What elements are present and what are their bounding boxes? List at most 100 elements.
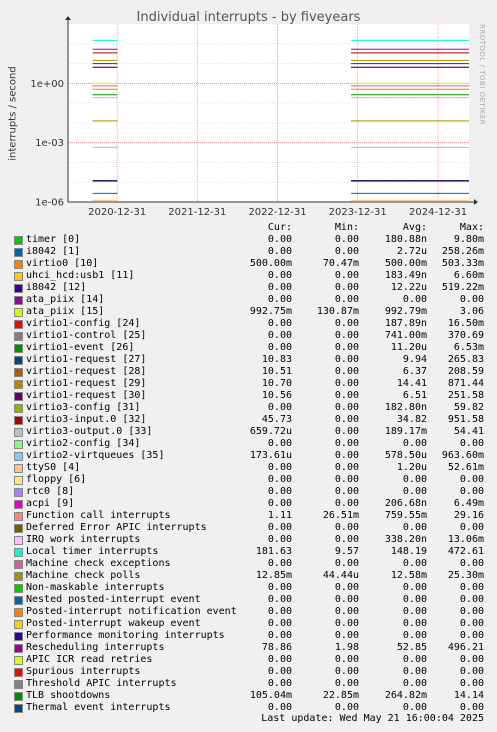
legend-swatch	[14, 356, 23, 365]
legend-row: virtio0 [10] 500.00m 70.47m 500.00m 503.33m	[14, 258, 494, 270]
plot-background	[68, 24, 469, 202]
legend-max-value: 0.00	[459, 630, 484, 641]
legend-avg-value: 0.00	[402, 558, 427, 569]
legend-avg-value: 0.00	[402, 618, 427, 629]
legend-cur-value: 0.00	[267, 618, 292, 629]
legend-min-value: 0.00	[334, 702, 359, 713]
legend-series-name: virtio2-virtqueues [35]	[26, 450, 165, 461]
legend-avg-value: 0.00	[402, 582, 427, 593]
legend-max-value: 208.59	[447, 366, 484, 377]
legend-series-name: TLB shootdowns	[26, 690, 111, 701]
legend-cur-value: 0.00	[267, 666, 292, 677]
legend-avg-value: 206.68n	[384, 498, 427, 509]
legend-cur-value: 0.00	[267, 438, 292, 449]
legend-max-value: 6.49m	[453, 498, 484, 509]
legend-cur-value: 105.04m	[249, 690, 292, 701]
legend-row: uhci_hcd:usb1 [11] 0.00 0.00 183.49n 6.60m	[14, 270, 494, 282]
legend-row: timer [0] 0.00 0.00 180.88n 9.80m	[14, 234, 494, 246]
legend-min-value: 0.00	[334, 498, 359, 509]
legend-series-name: i8042 [1]	[26, 246, 81, 257]
y-tick-label: 1e-03	[35, 138, 64, 149]
legend-avg-value: 34.82	[396, 414, 427, 425]
legend-max-value: 0.00	[459, 594, 484, 605]
legend-cur-value: 0.00	[267, 246, 292, 257]
legend-cur-value: 45.73	[261, 414, 292, 425]
legend-max-value: 0.00	[459, 474, 484, 485]
legend-swatch	[14, 452, 23, 461]
legend-cur-value: 0.00	[267, 342, 292, 353]
x-tick-label: 2024-12-31	[409, 207, 467, 218]
rrdtool-credit: RRDTOOL / TOBI OETIKER	[478, 24, 486, 126]
legend-swatch	[14, 308, 23, 317]
legend-min-value: 0.00	[334, 474, 359, 485]
legend-avg-value: 52.85	[396, 642, 427, 653]
legend-cur-value: 0.00	[267, 594, 292, 605]
legend-cur-value: 0.00	[267, 294, 292, 305]
legend-max-value: 3.06	[459, 306, 484, 317]
legend-cur-value: 0.00	[267, 330, 292, 341]
legend-series-name: virtio1-event [26]	[26, 342, 135, 353]
legend-max-value: 265.83	[447, 354, 484, 365]
legend-row: Posted-interrupt wakeup event 0.00 0.00 0.0…	[14, 618, 494, 630]
y-axis-arrow	[65, 16, 71, 20]
legend-series-name: Posted-interrupt wakeup event	[26, 618, 201, 629]
legend-max-value: 951.58	[447, 414, 484, 425]
legend-min-value: 0.00	[334, 630, 359, 641]
legend-swatch	[14, 704, 23, 713]
legend-swatch	[14, 584, 23, 593]
legend-series-name: floppy [6]	[26, 474, 87, 485]
legend-cur-value: 0.00	[267, 282, 292, 293]
plot-area: 1e-06 1e-03 1e+00 2020-12-31 2021-12-31 2022-…	[30, 16, 478, 218]
legend-swatch	[14, 560, 23, 569]
legend-cur-value: 0.00	[267, 234, 292, 245]
legend-row: Spurious interrupts 0.00 0.00 0.00 0.00	[14, 666, 494, 678]
legend-cur-value: 0.00	[267, 462, 292, 473]
legend-min-value: 0.00	[334, 594, 359, 605]
legend-avg-value: 180.88n	[384, 234, 427, 245]
legend-row: Local timer interrupts 181.63 9.57 148.19 47…	[14, 546, 494, 558]
legend-swatch	[14, 464, 23, 473]
legend-max-value: 472.61	[447, 546, 484, 557]
legend-avg-value: 0.00	[402, 666, 427, 677]
legend-swatch	[14, 404, 23, 413]
legend-avg-value: 0.00	[402, 594, 427, 605]
legend-series-name: virtio1-config [24]	[26, 318, 141, 329]
legend-cur-value: 10.70	[261, 378, 292, 389]
legend-swatch	[14, 272, 23, 281]
legend-max-value: 0.00	[459, 702, 484, 713]
legend-avg-value: 12.22u	[390, 282, 427, 293]
legend-cur-value: 659.72u	[249, 426, 292, 437]
legend-min-value: 0.00	[334, 282, 359, 293]
legend-min-value: 0.00	[334, 462, 359, 473]
legend-min-value: 0.00	[334, 402, 359, 413]
legend-max-value: 0.00	[459, 666, 484, 677]
chart-title: Individual interrupts - by fiveyears	[136, 10, 361, 25]
legend-series-name: Deferred Error APIC interrupts	[26, 522, 207, 533]
legend-avg-value: 0.00	[402, 606, 427, 617]
legend-swatch	[14, 608, 23, 617]
legend-cur-value: 0.00	[267, 474, 292, 485]
legend-avg-value: 183.49n	[384, 270, 427, 281]
legend-min-value: 0.00	[334, 666, 359, 677]
legend-row: Performance monitoring interrupts 0.00 0.0…	[14, 630, 494, 642]
legend-swatch	[14, 680, 23, 689]
legend-min-value: 0.00	[334, 294, 359, 305]
legend-cur-value: 10.83	[261, 354, 292, 365]
legend-cur-value: 0.00	[267, 606, 292, 617]
legend-avg-value: 0.00	[402, 678, 427, 689]
legend-cur-value: 0.00	[267, 534, 292, 545]
legend-min-value: 0.00	[334, 270, 359, 281]
legend-row: Machine check polls 12.85m 44.44u 12.58m 25.…	[14, 570, 494, 582]
legend-series-name: Rescheduling interrupts	[26, 642, 165, 653]
legend-row: Function call interrupts 1.11 26.51m 759.55…	[14, 510, 494, 522]
legend-cur-value: 0.00	[267, 270, 292, 281]
legend-series-name: IRQ work interrupts	[26, 534, 141, 545]
legend-avg-value: 578.50u	[384, 450, 427, 461]
legend-row: virtio3-config [31] 0.00 0.00 182.80n 59.82	[14, 402, 494, 414]
legend-row: i8042 [12] 0.00 0.00 12.22u 519.22m	[14, 282, 494, 294]
legend-avg-value: 741.00m	[384, 330, 427, 341]
legend-swatch	[14, 572, 23, 581]
legend-avg-value: 2.72u	[396, 246, 427, 257]
legend-min-value: 1.98	[334, 642, 359, 653]
legend-cur-value: 0.00	[267, 678, 292, 689]
